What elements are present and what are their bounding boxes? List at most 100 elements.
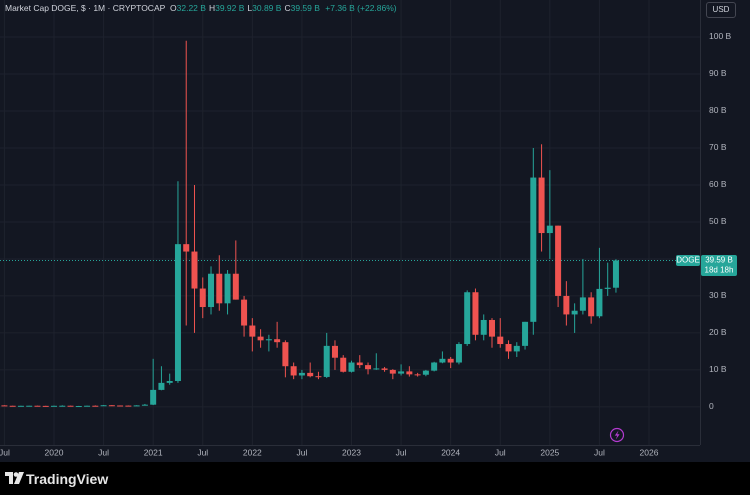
ohlc-label: C (284, 3, 291, 13)
candle-body (125, 405, 132, 407)
candle-body (348, 362, 355, 372)
chart-header: Market Cap DOGE, $ · 1M · CRYPTOCAP O32.… (5, 3, 400, 13)
change: +7.36 B (+22.86%) (325, 3, 397, 13)
currency-button[interactable]: USD (706, 2, 736, 18)
lightning-icon[interactable] (609, 427, 625, 443)
candle-body (414, 374, 421, 376)
candle-body (406, 371, 413, 375)
y-tick-label: 90 B (709, 68, 727, 78)
x-tick-label: Jul (98, 447, 109, 457)
candle-body (84, 405, 91, 407)
candle-body (42, 405, 49, 407)
candle-body (59, 405, 66, 407)
candle-body (340, 357, 347, 372)
candle-body (381, 368, 388, 370)
candle-body (298, 372, 305, 376)
candle-body (431, 362, 438, 371)
y-tick-label: 0 (709, 401, 714, 411)
candle-body (604, 287, 611, 289)
chart-background (0, 0, 750, 462)
y-tick-label: 80 B (709, 105, 727, 115)
candle-body (166, 381, 173, 383)
candle-body (389, 369, 396, 374)
x-tick-label: 2024 (441, 447, 460, 457)
candle-body (232, 273, 239, 300)
countdown: 18d 18h (705, 266, 734, 275)
candle-body (117, 405, 124, 407)
candle-body (447, 358, 454, 363)
candle-body (522, 321, 529, 346)
candle-body (92, 405, 99, 407)
brand-name: TradingView (26, 471, 109, 487)
chart-title: Market Cap DOGE, $ · 1M · CRYPTOCAP (5, 3, 166, 13)
candle-body (563, 295, 570, 315)
candle-body (265, 339, 272, 341)
ohlc-label: L (247, 3, 253, 13)
candle-body (150, 389, 157, 405)
price-tag-bg (701, 254, 737, 276)
candle-body (249, 325, 256, 337)
candle-body (439, 358, 446, 363)
y-tick-label: 30 B (709, 290, 727, 300)
candle-body (241, 299, 248, 326)
candle-body (290, 366, 297, 376)
candle-body (208, 273, 215, 308)
candle-body (282, 342, 289, 367)
ohlc-value: 30.89 B (252, 3, 282, 13)
price-tag: 39.59 B (705, 256, 733, 265)
y-tick-label: 50 B (709, 216, 727, 226)
logo-icon (5, 472, 24, 484)
ohlc-value: 39.92 B (215, 3, 245, 13)
y-tick-label: 100 B (709, 31, 732, 41)
y-tick-label: 20 B (709, 327, 727, 337)
candle-body (34, 405, 41, 407)
candle-body (100, 405, 107, 407)
x-tick-label: 2025 (540, 447, 559, 457)
candle-body (455, 344, 462, 363)
x-tick-label: 2026 (640, 447, 659, 457)
x-tick-label: Jul (0, 447, 10, 457)
x-tick-label: Jul (594, 447, 605, 457)
candle-body (612, 260, 619, 288)
x-tick-label: 2021 (144, 447, 163, 457)
candle-body (596, 288, 603, 317)
candle-body (224, 273, 231, 304)
candle-body (555, 225, 562, 296)
candle-body (17, 405, 24, 407)
symbol-tag: DOGE (676, 256, 700, 265)
candle-body (1, 405, 8, 407)
candle-body (538, 177, 545, 234)
candle-body (398, 371, 405, 374)
y-tick-label: 70 B (709, 142, 727, 152)
x-tick-label: Jul (197, 447, 208, 457)
ohlc-label: H (208, 3, 216, 13)
candle-body (9, 405, 16, 407)
candle-body (141, 404, 148, 406)
x-tick-label: 2023 (342, 447, 361, 457)
candle-body (331, 345, 338, 358)
y-tick-label: 10 B (709, 364, 727, 374)
candle-body (497, 336, 504, 345)
x-tick-label: Jul (495, 447, 506, 457)
candle-body (158, 382, 165, 390)
candle-body (75, 406, 82, 408)
ohlc-label: O (170, 3, 177, 13)
candle-body (530, 177, 537, 322)
candle-body (315, 376, 322, 378)
candle-body (183, 244, 190, 252)
symbol-tag-bg (676, 254, 700, 266)
x-tick-label: 2020 (45, 447, 64, 457)
candle-body (488, 319, 495, 337)
candle-body (505, 344, 512, 352)
x-tick-label: 2022 (243, 447, 262, 457)
ohlc-value: 32.22 B (176, 3, 206, 13)
candle-body (546, 225, 553, 234)
ohlc-legend: O32.22 B H39.92 B L30.89 B C39.59 B (170, 3, 323, 13)
candle-body (216, 273, 223, 304)
candle-body (513, 345, 520, 352)
candle-body (108, 405, 115, 407)
candle-body (191, 251, 198, 289)
candle-body (571, 310, 578, 315)
